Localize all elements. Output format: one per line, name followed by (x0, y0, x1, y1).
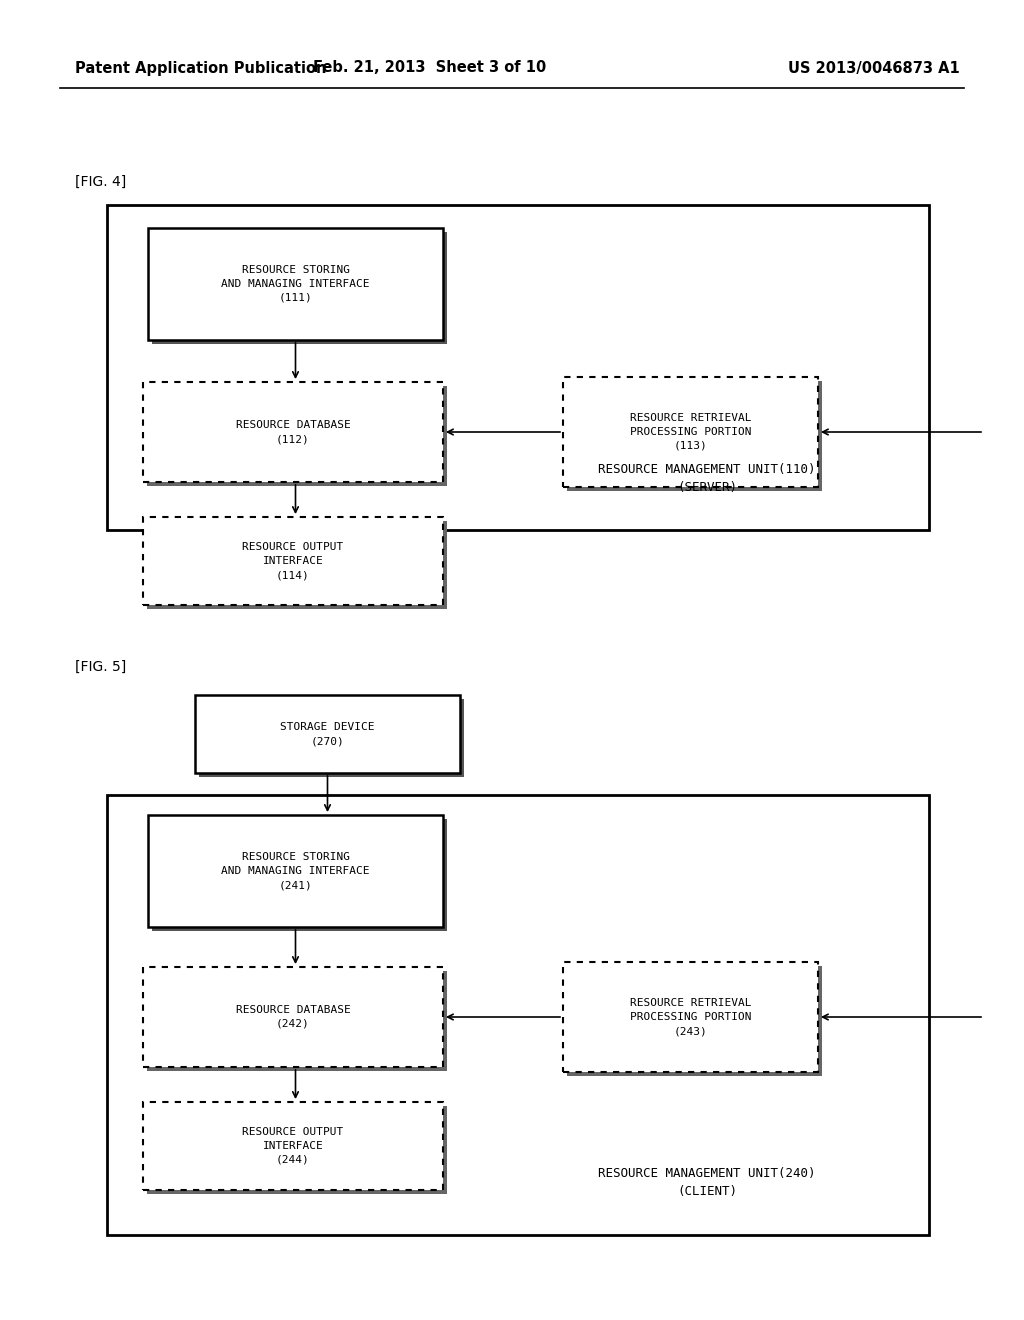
Bar (148, 814, 443, 927)
Bar (152, 818, 447, 931)
Text: RESOURCE OUTPUT
INTERFACE
(244): RESOURCE OUTPUT INTERFACE (244) (243, 1127, 344, 1166)
Text: US 2013/0046873 A1: US 2013/0046873 A1 (788, 61, 961, 75)
Bar (143, 1102, 443, 1191)
Bar (148, 228, 443, 341)
Bar (143, 968, 443, 1067)
Bar (106, 205, 929, 531)
Text: RESOURCE OUTPUT
INTERFACE
(114): RESOURCE OUTPUT INTERFACE (114) (243, 543, 344, 579)
Bar (143, 517, 443, 605)
Text: RESOURCE STORING
AND MANAGING INTERFACE
(111): RESOURCE STORING AND MANAGING INTERFACE … (221, 265, 370, 304)
Bar (567, 966, 822, 1076)
Text: RESOURCE RETRIEVAL
PROCESSING PORTION
(113): RESOURCE RETRIEVAL PROCESSING PORTION (1… (630, 413, 752, 451)
Bar (199, 700, 464, 777)
Text: RESOURCE DATABASE
(112): RESOURCE DATABASE (112) (236, 420, 350, 444)
Bar (563, 378, 818, 487)
Text: RESOURCE MANAGEMENT UNIT(240)
(CLIENT): RESOURCE MANAGEMENT UNIT(240) (CLIENT) (598, 1167, 816, 1199)
Text: Patent Application Publication: Patent Application Publication (75, 61, 327, 75)
Bar (147, 385, 447, 486)
Text: [FIG. 5]: [FIG. 5] (75, 660, 126, 675)
Text: [FIG. 4]: [FIG. 4] (75, 176, 126, 189)
Bar (147, 521, 447, 609)
Bar (147, 972, 447, 1071)
Text: RESOURCE RETRIEVAL
PROCESSING PORTION
(243): RESOURCE RETRIEVAL PROCESSING PORTION (2… (630, 998, 752, 1036)
Text: Feb. 21, 2013  Sheet 3 of 10: Feb. 21, 2013 Sheet 3 of 10 (313, 61, 547, 75)
Bar (152, 232, 447, 345)
Text: RESOURCE STORING
AND MANAGING INTERFACE
(241): RESOURCE STORING AND MANAGING INTERFACE … (221, 851, 370, 890)
Text: RESOURCE DATABASE
(242): RESOURCE DATABASE (242) (236, 1005, 350, 1030)
Text: STORAGE DEVICE
(270): STORAGE DEVICE (270) (281, 722, 375, 746)
Bar (106, 795, 929, 1236)
Bar (143, 381, 443, 482)
Bar (563, 962, 818, 1072)
Text: RESOURCE MANAGEMENT UNIT(110)
(SERVER): RESOURCE MANAGEMENT UNIT(110) (SERVER) (598, 462, 816, 494)
Bar (567, 381, 822, 491)
Bar (195, 696, 460, 774)
Bar (147, 1106, 447, 1195)
